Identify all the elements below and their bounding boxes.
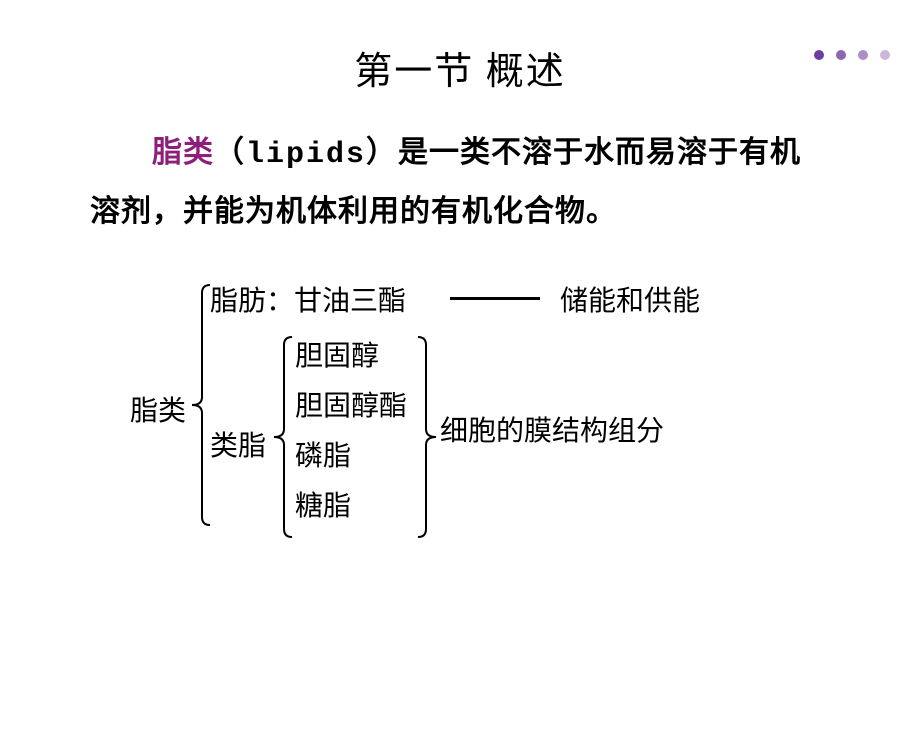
item-0: 胆固醇 <box>295 334 379 374</box>
dot-icon <box>858 50 868 60</box>
connector-line <box>450 297 540 300</box>
child1-desc: 储能和供能 <box>560 279 700 319</box>
term-latin: （lipids） <box>214 138 398 172</box>
item-1: 胆固醇酯 <box>295 384 407 424</box>
classification-diagram: 脂类 脂肪：甘油三酯 储能和供能 类脂 胆固醇 胆固醇酯 磷脂 糖脂 细胞的膜结… <box>130 279 920 579</box>
dot-icon <box>836 50 846 60</box>
brace1 <box>192 285 210 525</box>
item-3: 糖脂 <box>295 484 351 524</box>
dot-icon <box>880 50 890 60</box>
section-title: 第一节 概述 <box>0 40 920 95</box>
indent <box>90 136 152 169</box>
definition-paragraph: 脂类（lipids）是一类不溶于水而易溶于有机溶剂，并能为机体利用的有机化合物。 <box>90 125 830 239</box>
brace2 <box>274 337 292 537</box>
corner-dots <box>814 50 890 60</box>
diagram-root: 脂类 <box>130 389 186 429</box>
brace3 <box>418 337 436 537</box>
child2-label: 类脂 <box>210 424 266 464</box>
child2-desc: 细胞的膜结构组分 <box>440 409 664 449</box>
child1-label: 脂肪：甘油三酯 <box>210 279 406 319</box>
term-highlight: 脂类 <box>152 136 214 169</box>
dot-icon <box>814 50 824 60</box>
item-2: 磷脂 <box>295 434 351 474</box>
